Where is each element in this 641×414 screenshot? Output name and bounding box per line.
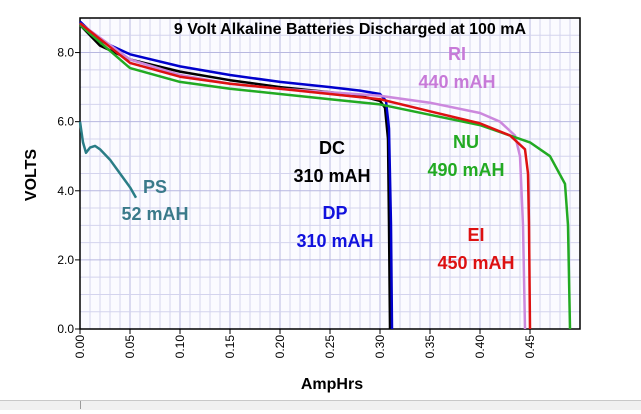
series-name-label-ei: EI	[467, 225, 484, 245]
series-capacity-label-ri: 440 mAH	[418, 72, 495, 92]
series-name-label-dc: DC	[319, 138, 345, 158]
window-panel-divider	[0, 401, 81, 409]
axes: 0.0 2.0 4.0 6.0 8.0 0.00 0.05 0.10 0.15 0.20 0.25 0…	[57, 17, 581, 359]
chart-title: 9 Volt Alkaline Batteries Discharged at …	[174, 21, 527, 38]
x-tick-label: 0.10	[173, 335, 187, 359]
y-tick-label: 2.0	[57, 253, 74, 267]
series-name-label-dp: DP	[322, 203, 347, 223]
x-tick-label: 0.15	[223, 335, 237, 359]
series-lines	[78, 20, 572, 330]
x-tick-label: 0.30	[373, 335, 387, 359]
series-line-ei	[79, 22, 532, 330]
x-axis-label: AmpHrs	[301, 376, 363, 393]
series-labels: PS 52 mAH DC 310 mAH DP 310 mAH RI 440 mAH NU 490…	[121, 44, 514, 273]
series-line-dp	[79, 20, 394, 330]
x-tick-label: 0.45	[523, 335, 537, 359]
series-capacity-label-ei: 450 mAH	[437, 253, 514, 273]
series-name-label-nu: NU	[453, 132, 479, 152]
x-tick-label: 0.20	[273, 335, 287, 359]
series-capacity-label-dc: 310 mAH	[293, 166, 370, 186]
series-name-label-ps: PS	[143, 177, 167, 197]
series-capacity-label-ps: 52 mAH	[121, 204, 188, 224]
y-tick-label: 8.0	[57, 46, 74, 60]
series-capacity-label-nu: 490 mAH	[427, 160, 504, 180]
series-capacity-label-dp: 310 mAH	[296, 231, 373, 251]
x-tick-label: 0.00	[73, 335, 87, 359]
x-tick-label: 0.05	[123, 335, 137, 359]
window-bottom-edge	[0, 400, 641, 410]
y-tick-label: 0.0	[57, 322, 74, 336]
x-tick-label: 0.25	[323, 335, 337, 359]
x-tick-label: 0.40	[473, 335, 487, 359]
y-tick-label: 4.0	[57, 184, 74, 198]
series-line-ri	[79, 22, 527, 330]
series-line-ps	[78, 121, 138, 199]
y-axis-label: VOLTS	[23, 149, 40, 201]
y-tick-label: 6.0	[57, 115, 74, 129]
x-tick-label: 0.35	[423, 335, 437, 359]
series-line-nu	[79, 23, 572, 330]
series-name-label-ri: RI	[448, 44, 466, 64]
